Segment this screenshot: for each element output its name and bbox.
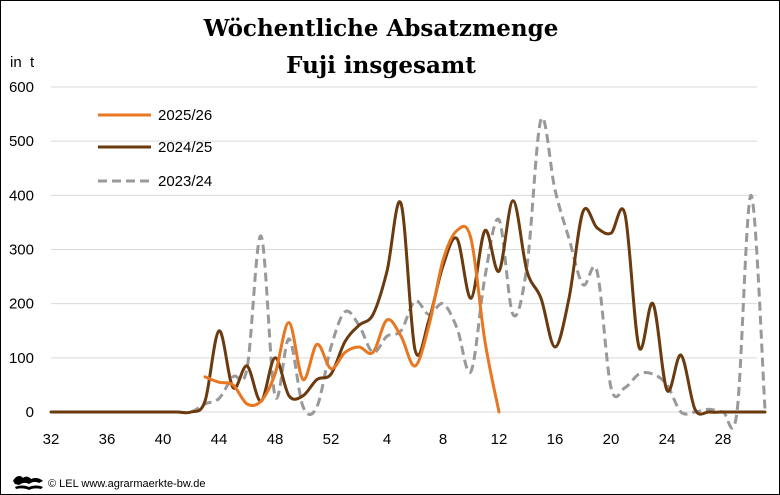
y-tick-label: 400 (9, 187, 34, 204)
x-tick-label: 4 (383, 431, 391, 448)
legend: 2025/26 2024/25 2023/24 (98, 107, 212, 190)
y-tick-label: 0 (26, 404, 34, 421)
gridlines (51, 86, 757, 413)
legend-label-2024-25: 2024/25 (158, 139, 212, 156)
legend-label-2025-26: 2025/26 (158, 107, 212, 124)
x-tick-label: 12 (491, 431, 508, 448)
lion-icon (13, 476, 43, 490)
series-line-2024-25 (49, 199, 767, 416)
series-lines (49, 116, 767, 430)
x-tick-label: 28 (715, 431, 732, 448)
y-axis-tick-labels: 0 100 200 300 400 500 600 (9, 79, 34, 421)
chart-title: Wöchentliche Absatzmenge (203, 15, 559, 42)
x-tick-label: 36 (99, 431, 116, 448)
x-tick-label: 40 (155, 431, 172, 448)
y-tick-label: 600 (9, 79, 34, 96)
series-line-2025-26 (203, 224, 501, 414)
x-tick-label: 16 (547, 431, 564, 448)
x-tick-label: 8 (439, 431, 447, 448)
y-tick-label: 300 (9, 242, 34, 259)
x-tick-label: 52 (323, 431, 340, 448)
y-axis-unit-label: in t (10, 54, 35, 71)
x-tick-label: 48 (267, 431, 284, 448)
legend-label-2023-24: 2023/24 (158, 173, 212, 190)
y-tick-label: 500 (9, 133, 34, 150)
x-tick-label: 32 (43, 431, 60, 448)
chart-subtitle: Fuji insgesamt (286, 52, 476, 79)
x-tick-label: 20 (603, 431, 620, 448)
y-tick-label: 200 (9, 296, 34, 313)
x-axis-tick-labels: 32 36 40 44 48 52 4 8 12 16 20 24 28 (43, 431, 732, 448)
footer-credit: © LEL www.agrarmaerkte-bw.de (48, 478, 206, 490)
footer: © LEL www.agrarmaerkte-bw.de (13, 476, 206, 490)
x-tick-label: 44 (211, 431, 228, 448)
x-tick-label: 24 (659, 431, 676, 448)
y-tick-label: 100 (9, 350, 34, 367)
